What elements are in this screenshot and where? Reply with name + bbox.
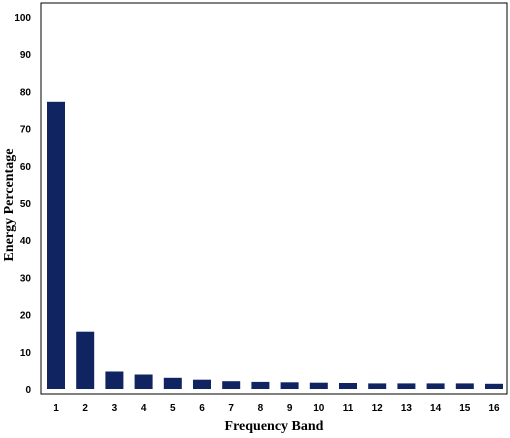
y-tick-label-70: 70 bbox=[20, 125, 32, 136]
x-tick-label-2: 2 bbox=[82, 403, 88, 414]
bar-band-12 bbox=[368, 383, 386, 389]
x-tick-label-7: 7 bbox=[228, 403, 234, 414]
x-tick-label-4: 4 bbox=[141, 403, 147, 414]
y-tick-label-60: 60 bbox=[20, 162, 32, 173]
bar-band-9 bbox=[281, 382, 299, 389]
x-tick-label-12: 12 bbox=[372, 403, 384, 414]
x-axis-ticks: 1 2 3 4 5 6 7 8 9 10 11 12 13 14 15 16 bbox=[53, 403, 500, 414]
bar-band-4 bbox=[135, 375, 153, 390]
bar-band-8 bbox=[251, 382, 269, 389]
x-tick-label-14: 14 bbox=[430, 403, 442, 414]
x-tick-label-6: 6 bbox=[199, 403, 205, 414]
bar-band-10 bbox=[310, 383, 328, 389]
y-tick-label-0: 0 bbox=[25, 385, 31, 396]
x-tick-label-15: 15 bbox=[459, 403, 471, 414]
x-tick-label-5: 5 bbox=[170, 403, 176, 414]
y-tick-label-30: 30 bbox=[20, 273, 32, 284]
bar-band-15 bbox=[456, 383, 474, 389]
x-tick-label-8: 8 bbox=[258, 403, 264, 414]
x-tick-label-16: 16 bbox=[488, 403, 500, 414]
bar-band-14 bbox=[427, 383, 445, 389]
x-tick-label-11: 11 bbox=[343, 403, 354, 414]
bar-band-16 bbox=[485, 384, 503, 389]
x-tick-label-1: 1 bbox=[53, 403, 59, 414]
bar-band-1 bbox=[47, 102, 65, 389]
x-tick-label-9: 9 bbox=[287, 403, 293, 414]
bar-band-2 bbox=[76, 332, 94, 389]
y-axis-title: Energy Percentage bbox=[2, 149, 17, 262]
y-tick-label-80: 80 bbox=[20, 87, 32, 98]
plot-frame bbox=[41, 3, 507, 394]
y-tick-label-100: 100 bbox=[14, 13, 31, 24]
y-tick-label-20: 20 bbox=[20, 311, 32, 322]
bar-band-13 bbox=[397, 383, 415, 389]
bar-band-3 bbox=[105, 372, 123, 390]
x-axis-title: Frequency Band bbox=[225, 419, 324, 434]
bar-band-7 bbox=[222, 381, 240, 389]
x-tick-label-13: 13 bbox=[401, 403, 413, 414]
bar-band-5 bbox=[164, 378, 182, 389]
bar-band-11 bbox=[339, 383, 357, 389]
bar-band-6 bbox=[193, 380, 211, 389]
x-tick-label-3: 3 bbox=[112, 403, 118, 414]
x-tick-label-10: 10 bbox=[313, 403, 325, 414]
y-tick-label-50: 50 bbox=[20, 199, 32, 210]
y-tick-label-10: 10 bbox=[20, 348, 32, 359]
bars-group bbox=[47, 102, 503, 389]
y-tick-label-90: 90 bbox=[20, 50, 32, 61]
y-tick-label-40: 40 bbox=[20, 236, 32, 247]
